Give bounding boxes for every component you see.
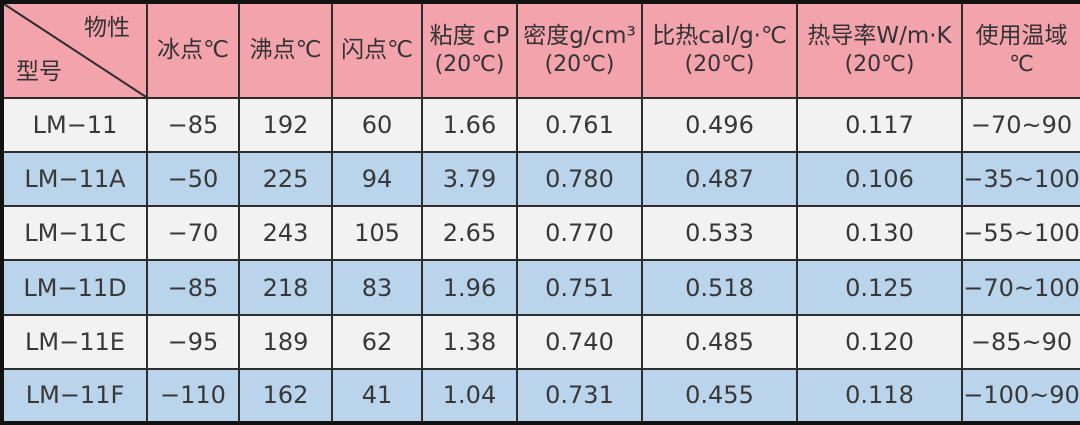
- cell-freezing-point: −70: [146, 205, 240, 262]
- cell-viscosity: 2.65: [421, 205, 518, 262]
- corner-property-label: 物性: [84, 15, 130, 41]
- cell-flash-point: 83: [331, 259, 423, 316]
- cell-viscosity: 1.38: [421, 313, 518, 370]
- header-row: 物性 型号 冰点℃ 沸点℃ 闪点℃ 粘度 cP (20℃) 密度g/cm³: [1, 1, 1080, 99]
- cell-thermal-conductivity: 0.117: [796, 96, 963, 154]
- col-header-label: 闪点℃: [341, 37, 413, 64]
- table-header: 物性 型号 冰点℃ 沸点℃ 闪点℃ 粘度 cP (20℃) 密度g/cm³: [1, 1, 1080, 99]
- corner-cell: 物性 型号: [1, 1, 148, 99]
- col-header-operating-temp-range: 使用温域 ℃: [961, 1, 1080, 99]
- col-header-viscosity: 粘度 cP (20℃): [421, 1, 518, 99]
- table-row: LM−11A −50 225 94 3.79 0.780 0.487 0.106…: [1, 151, 1080, 208]
- cell-thermal-conductivity: 0.130: [796, 205, 963, 262]
- col-header-boiling-point: 沸点℃: [238, 1, 333, 99]
- col-header-condition: (20℃): [544, 52, 615, 78]
- table-row: LM−11E −95 189 62 1.38 0.740 0.485 0.120…: [1, 313, 1080, 370]
- cell-model: LM−11C: [1, 205, 148, 262]
- cell-freezing-point: −110: [146, 367, 240, 425]
- col-header-unit: ℃: [1009, 52, 1034, 78]
- cell-temp-range: −85~90: [961, 313, 1080, 370]
- cell-specific-heat: 0.518: [641, 259, 798, 316]
- cell-flash-point: 105: [331, 205, 423, 262]
- table-row: LM−11C −70 243 105 2.65 0.770 0.533 0.13…: [1, 205, 1080, 262]
- cell-density: 0.780: [516, 151, 643, 208]
- cell-density: 0.740: [516, 313, 643, 370]
- col-header-label: 冰点℃: [157, 37, 229, 64]
- table-row: LM−11F −110 162 41 1.04 0.731 0.455 0.11…: [1, 367, 1080, 425]
- cell-model: LM−11E: [1, 313, 148, 370]
- col-header-thermal-conductivity: 热导率W/m·K (20℃): [796, 1, 963, 99]
- cell-boiling-point: 225: [238, 151, 333, 208]
- cell-flash-point: 41: [331, 367, 423, 425]
- col-header-label: 热导率W/m·K: [807, 23, 952, 50]
- cell-freezing-point: −95: [146, 313, 240, 370]
- cell-thermal-conductivity: 0.118: [796, 367, 963, 425]
- cell-specific-heat: 0.455: [641, 367, 798, 425]
- col-header-label: 使用温域: [975, 23, 1068, 50]
- cell-model: LM−11D: [1, 259, 148, 316]
- cell-density: 0.751: [516, 259, 643, 316]
- corner-model-label: 型号: [16, 59, 62, 86]
- cell-density: 0.761: [516, 96, 643, 154]
- cell-specific-heat: 0.533: [641, 205, 798, 262]
- col-header-label: 沸点℃: [249, 37, 322, 64]
- cell-specific-heat: 0.496: [641, 96, 798, 154]
- cell-model: LM−11A: [1, 151, 148, 208]
- table-row: LM−11 −85 192 60 1.66 0.761 0.496 0.117 …: [1, 96, 1080, 154]
- cell-boiling-point: 192: [238, 96, 333, 154]
- cell-specific-heat: 0.487: [641, 151, 798, 208]
- cell-freezing-point: −50: [146, 151, 240, 208]
- cell-flash-point: 60: [331, 96, 423, 154]
- cell-thermal-conductivity: 0.120: [796, 313, 963, 370]
- cell-density: 0.731: [516, 367, 643, 425]
- cell-thermal-conductivity: 0.106: [796, 151, 963, 208]
- cell-freezing-point: −85: [146, 96, 240, 154]
- cell-viscosity: 1.96: [421, 259, 518, 316]
- cell-flash-point: 62: [331, 313, 423, 370]
- col-header-specific-heat: 比热cal/g·℃ (20℃): [641, 1, 798, 99]
- cell-temp-range: −35~100: [961, 151, 1080, 208]
- col-header-density: 密度g/cm³ (20℃): [516, 1, 643, 99]
- cell-temp-range: −100~90: [961, 367, 1080, 425]
- diagonal-divider-line: [4, 4, 146, 97]
- cell-viscosity: 1.66: [421, 96, 518, 154]
- cell-model: LM−11: [1, 96, 148, 154]
- cell-boiling-point: 243: [238, 205, 333, 262]
- cell-temp-range: −70~100: [961, 259, 1080, 316]
- cell-freezing-point: −85: [146, 259, 240, 316]
- col-header-label: 粘度 cP: [429, 23, 510, 50]
- cell-density: 0.770: [516, 205, 643, 262]
- table-body: LM−11 −85 192 60 1.66 0.761 0.496 0.117 …: [1, 96, 1080, 425]
- cell-boiling-point: 218: [238, 259, 333, 316]
- col-header-freezing-point: 冰点℃: [146, 1, 240, 99]
- col-header-condition: (20℃): [684, 52, 755, 78]
- col-header-flash-point: 闪点℃: [331, 1, 423, 99]
- cell-temp-range: −70~90: [961, 96, 1080, 154]
- cell-thermal-conductivity: 0.125: [796, 259, 963, 316]
- col-header-label: 比热cal/g·℃: [652, 23, 787, 50]
- cell-viscosity: 1.04: [421, 367, 518, 425]
- col-header-condition: (20℃): [844, 52, 915, 78]
- cell-viscosity: 3.79: [421, 151, 518, 208]
- cell-boiling-point: 162: [238, 367, 333, 425]
- cell-temp-range: −55~100: [961, 205, 1080, 262]
- cell-flash-point: 94: [331, 151, 423, 208]
- cell-specific-heat: 0.485: [641, 313, 798, 370]
- cell-boiling-point: 189: [238, 313, 333, 370]
- col-header-condition: (20℃): [434, 52, 505, 78]
- col-header-label: 密度g/cm³: [523, 23, 636, 50]
- cell-model: LM−11F: [1, 367, 148, 425]
- table-row: LM−11D −85 218 83 1.96 0.751 0.518 0.125…: [1, 259, 1080, 316]
